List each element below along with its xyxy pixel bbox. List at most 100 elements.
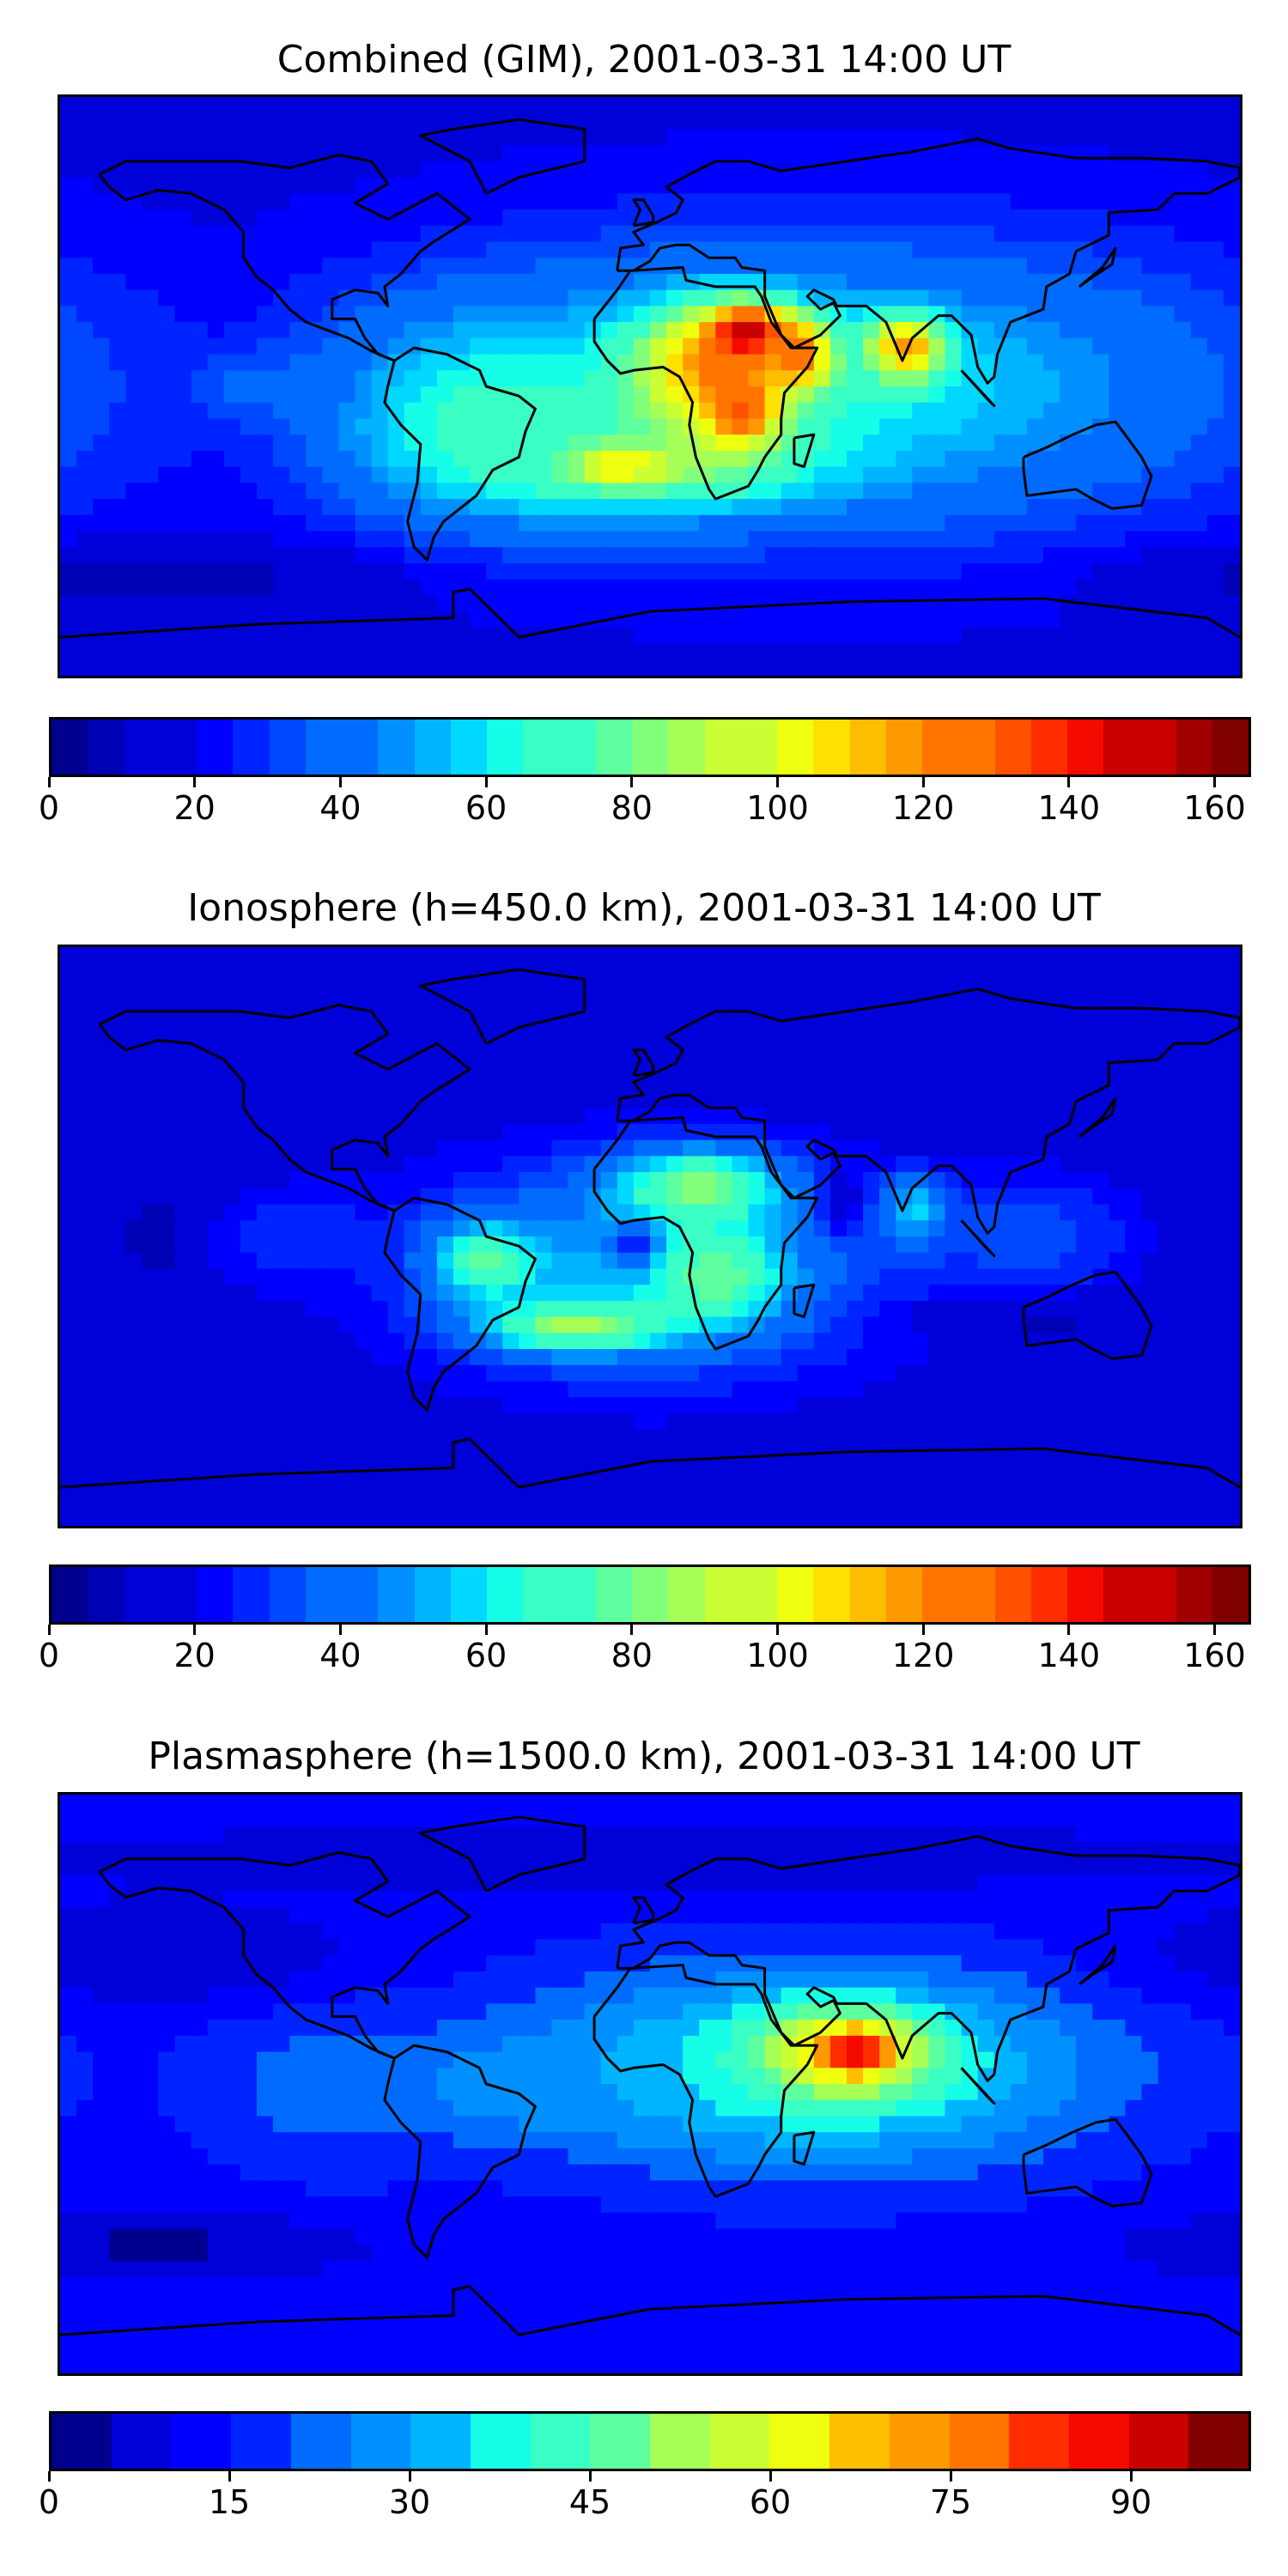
heatmap-cell <box>93 1300 110 1318</box>
heatmap-cell <box>240 1364 258 1382</box>
heatmap-cell <box>93 1285 110 1302</box>
heatmap-cell <box>699 1172 716 1189</box>
heatmap-cell <box>617 1043 635 1060</box>
heatmap-cell <box>519 386 537 404</box>
heatmap-cell <box>322 1043 340 1060</box>
heatmap-cell <box>1206 643 1224 660</box>
heatmap-cell <box>977 562 995 580</box>
heatmap-cell <box>289 1075 307 1093</box>
heatmap-cell <box>977 1413 995 1431</box>
heatmap-cell <box>1092 450 1109 468</box>
heatmap-cell <box>470 1445 487 1462</box>
heatmap-cell <box>584 1220 602 1237</box>
heatmap-cell <box>355 499 373 516</box>
heatmap-cell <box>912 1268 930 1285</box>
heatmap-cell <box>125 1220 143 1237</box>
heatmap-cell <box>1060 1445 1077 1462</box>
heatmap-cell <box>699 995 716 1012</box>
heatmap-cell <box>1076 1429 1093 1446</box>
heatmap-cell <box>633 531 651 548</box>
heatmap-cell <box>519 273 537 291</box>
heatmap-cell <box>76 1236 94 1254</box>
heatmap-cell <box>912 1108 930 1125</box>
heatmap-cell <box>896 434 913 452</box>
heatmap-cell <box>191 354 209 371</box>
heatmap-cell <box>1010 418 1028 435</box>
heatmap-cell <box>486 273 503 291</box>
heatmap-cell <box>847 979 864 996</box>
heatmap-cell <box>1026 1252 1044 1270</box>
heatmap-cell <box>633 337 651 355</box>
heatmap-cell <box>1092 1429 1109 1446</box>
heatmap-cell <box>207 386 225 404</box>
heatmap-cell <box>732 1316 750 1334</box>
heatmap-cell <box>1223 643 1240 660</box>
heatmap-cell <box>486 643 503 660</box>
heatmap-cell <box>797 177 815 194</box>
heatmap-cell <box>1076 210 1093 227</box>
heatmap-cell <box>1157 1429 1176 1446</box>
heatmap-cell <box>1043 643 1060 660</box>
heatmap-cell <box>306 1188 323 1206</box>
heatmap-cell <box>109 1156 126 1173</box>
heatmap-cell <box>486 1364 503 1382</box>
heatmap-cell <box>1010 354 1028 371</box>
heatmap-cell <box>338 1075 356 1093</box>
heatmap-cell <box>1190 1075 1208 1093</box>
heatmap-cell <box>1157 1060 1176 1077</box>
heatmap-cell <box>1125 659 1143 676</box>
heatmap-cell <box>322 579 340 596</box>
heatmap-cell <box>174 1108 192 1125</box>
heatmap-cell <box>993 643 1012 660</box>
heatmap-cell <box>387 979 405 996</box>
heatmap-cell <box>191 595 209 612</box>
heatmap-cell <box>1060 995 1077 1012</box>
heatmap-cell <box>502 1108 519 1125</box>
heatmap-cell <box>1092 595 1109 612</box>
heatmap-cell <box>977 1156 995 1173</box>
heatmap-cell <box>502 1204 519 1221</box>
heatmap-cell <box>1010 1397 1028 1414</box>
heatmap-cell <box>93 1011 110 1029</box>
heatmap-cell <box>191 1461 209 1479</box>
heatmap-cell <box>1141 354 1159 371</box>
heatmap-cell <box>158 258 176 275</box>
heatmap-cell <box>1157 627 1176 645</box>
heatmap-cell <box>1157 112 1176 131</box>
heatmap-cell <box>912 1397 930 1414</box>
heatmap-cell <box>158 1445 176 1462</box>
heatmap-cell <box>1060 1172 1077 1189</box>
heatmap-cell <box>748 1091 766 1109</box>
heatmap-cell <box>1223 659 1240 676</box>
heatmap-cell <box>699 354 716 371</box>
heatmap-cell <box>551 1429 569 1446</box>
heatmap-cell <box>813 1381 831 1398</box>
heatmap-cell <box>551 1220 569 1237</box>
heatmap-cell <box>732 531 750 548</box>
heatmap-cell <box>142 1397 160 1414</box>
heatmap-cell <box>732 1268 750 1285</box>
heatmap-cell <box>158 1252 176 1270</box>
heatmap-cell <box>404 273 422 291</box>
heatmap-cell <box>633 1413 651 1431</box>
heatmap-cell <box>1010 1333 1028 1350</box>
heatmap-cell <box>93 499 110 516</box>
heatmap-cell <box>715 386 733 404</box>
heatmap-cell <box>829 611 848 629</box>
heatmap-cell <box>240 1027 258 1044</box>
heatmap-cell <box>142 595 160 612</box>
heatmap-cell <box>404 210 422 227</box>
heatmap-cell <box>93 241 110 258</box>
heatmap-cell <box>993 177 1012 194</box>
heatmap-cell <box>993 112 1012 131</box>
heatmap-cell <box>813 1397 831 1414</box>
heatmap-cell <box>829 514 848 532</box>
tick-label: 100 <box>746 789 809 827</box>
heatmap-cell <box>174 112 192 131</box>
tick-mark <box>921 777 925 787</box>
heatmap-cell <box>1125 1011 1143 1029</box>
heatmap-cell <box>76 659 94 676</box>
heatmap-cell <box>355 1139 373 1157</box>
heatmap-cell <box>223 1349 241 1366</box>
heatmap-cell <box>1157 947 1176 964</box>
